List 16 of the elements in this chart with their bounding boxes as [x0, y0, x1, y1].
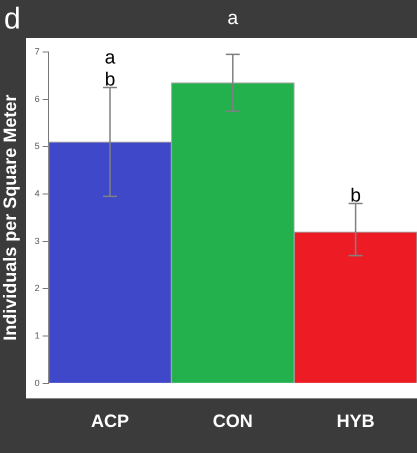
y-tick-label: 4 — [34, 188, 40, 199]
x-tick-label: ACP — [90, 411, 130, 432]
text: a — [228, 8, 239, 30]
text: d — [4, 2, 21, 36]
y-tick-label: 3 — [34, 236, 40, 246]
y-axis-title: Individuals per Square Meter — [0, 94, 20, 341]
y-tick-label: 1 — [34, 330, 40, 341]
x-tick-label: HYB — [336, 411, 375, 432]
annotation: b — [350, 186, 361, 207]
y-tick-label: 2 — [34, 283, 40, 294]
annotation: a b — [104, 48, 116, 91]
y-tick-label: 0 — [34, 378, 40, 388]
x-tick-label: CON — [212, 411, 253, 432]
y-tick-label: 5 — [34, 141, 40, 152]
y-tick-label: 7 — [34, 46, 40, 56]
y-tick-label: 6 — [34, 94, 40, 104]
